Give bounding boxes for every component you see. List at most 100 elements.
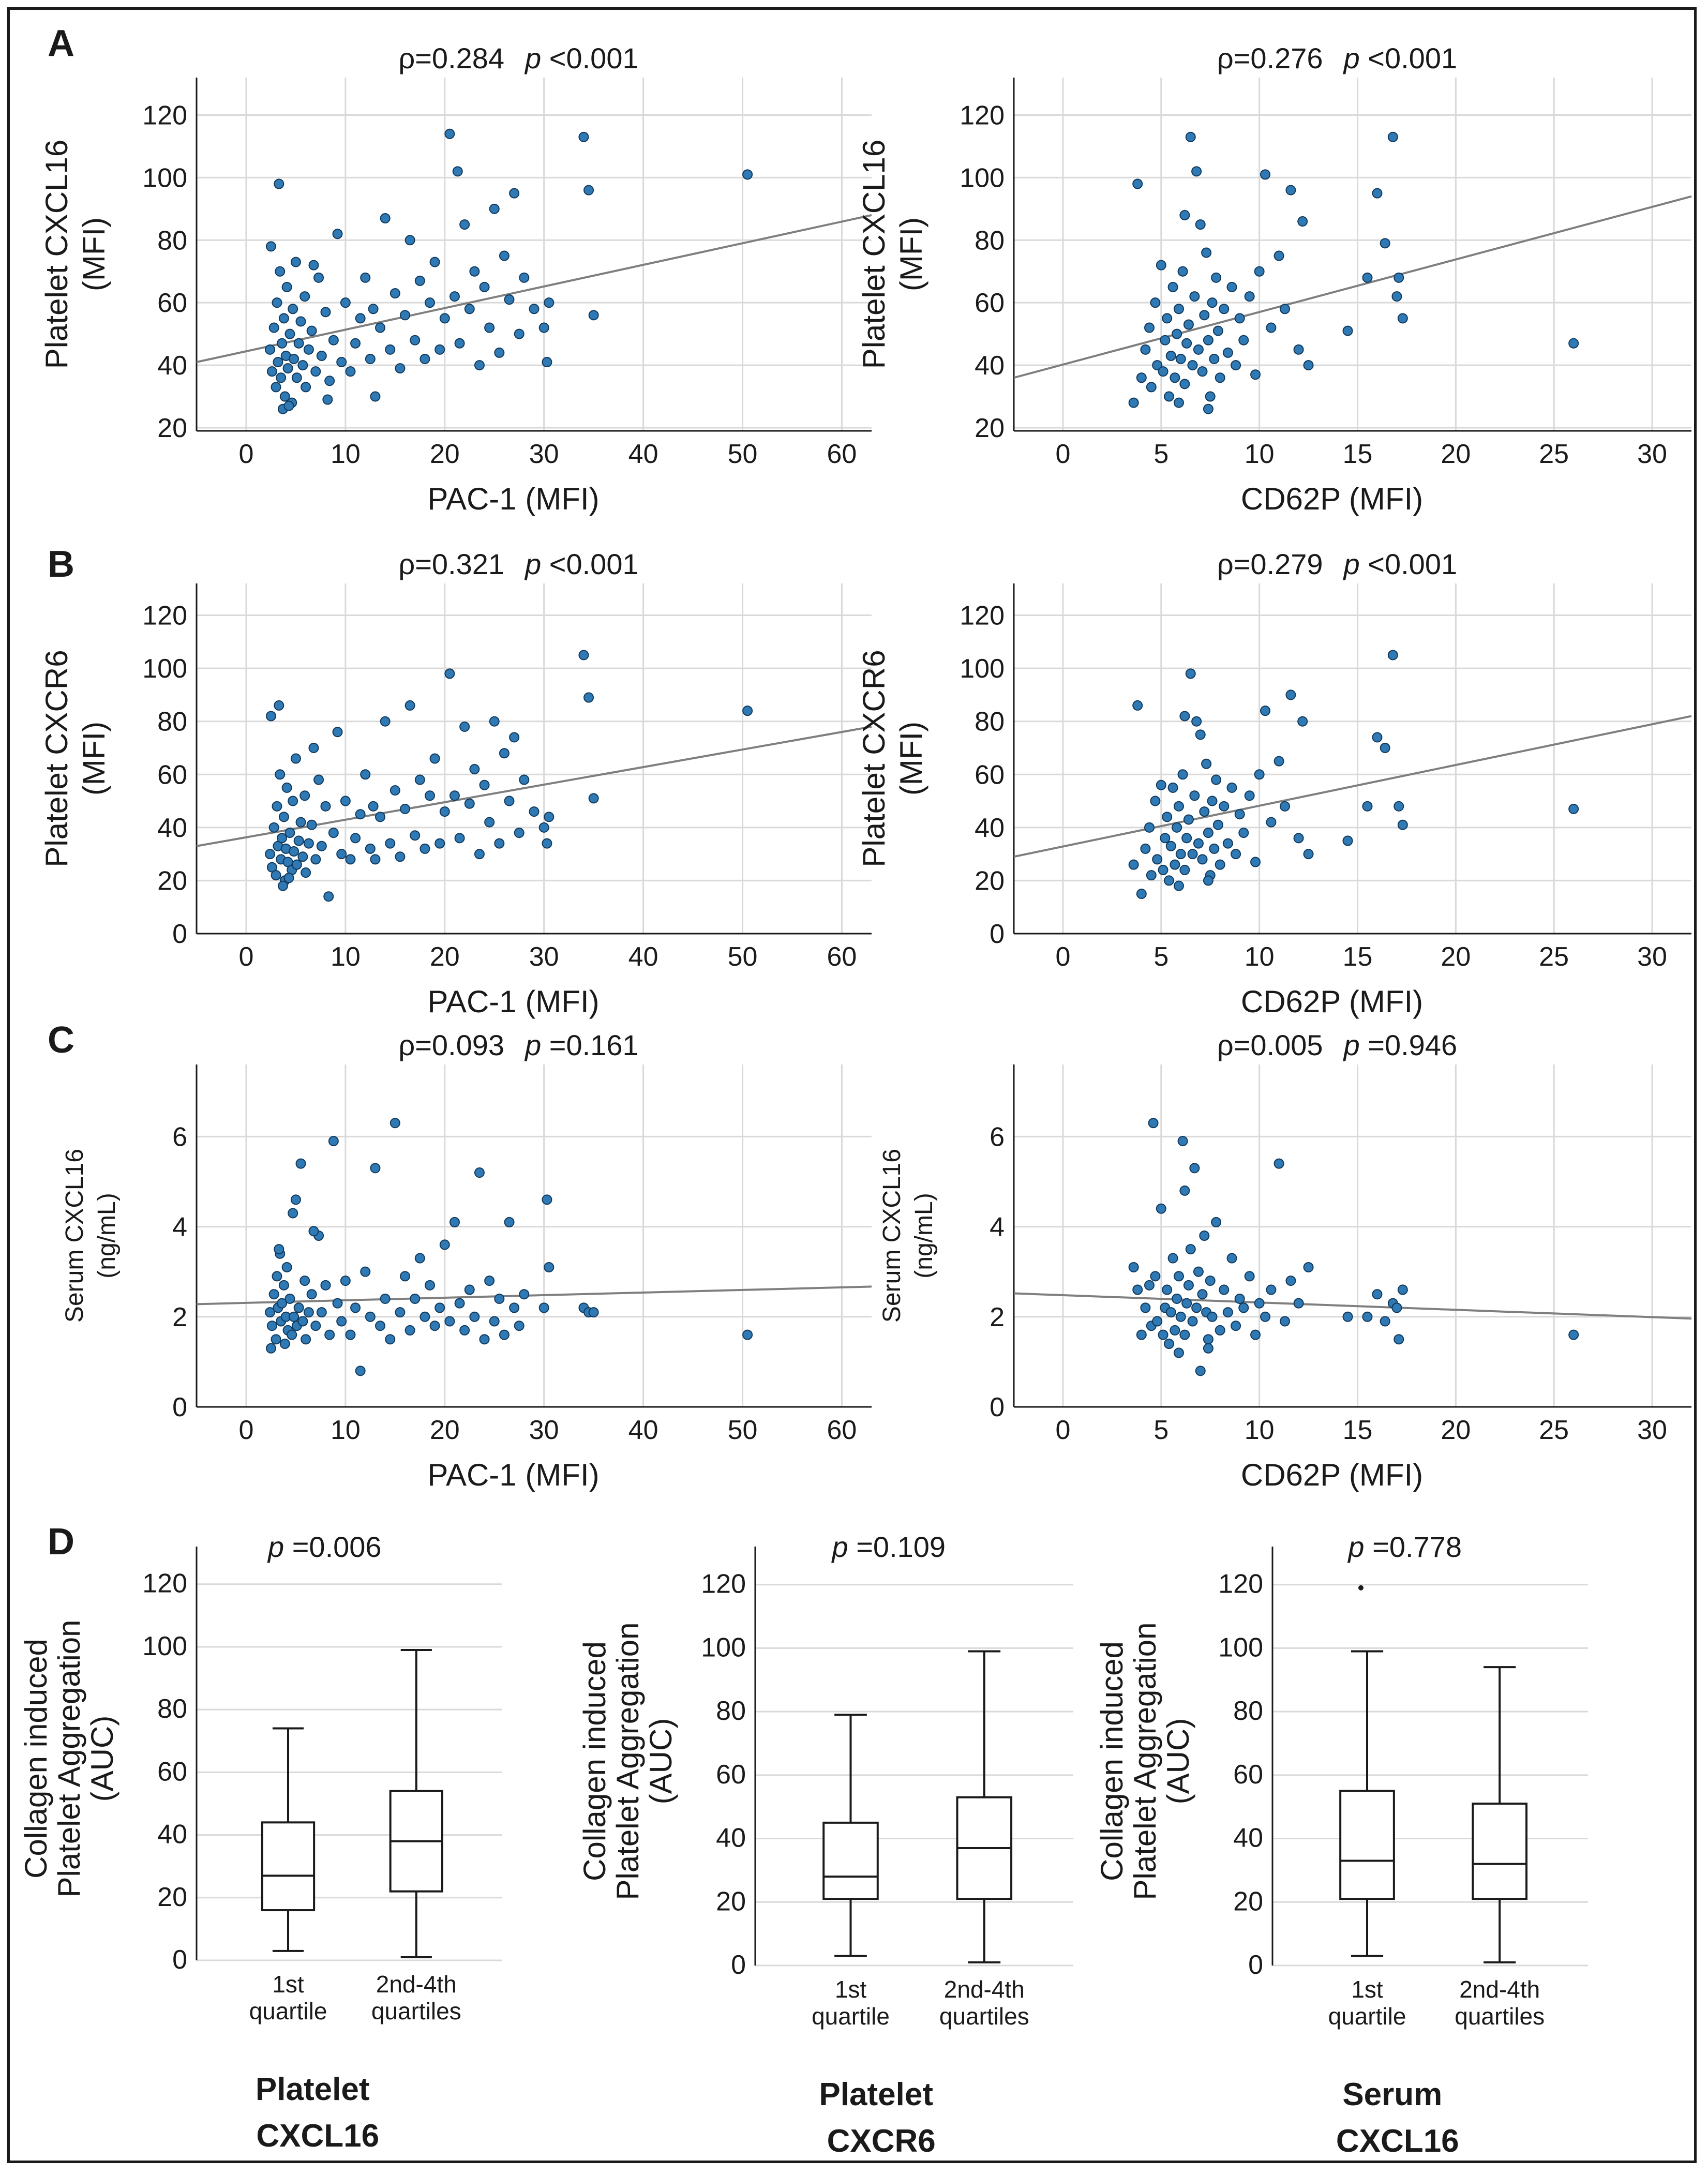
data-point <box>1303 360 1314 371</box>
data-point <box>1136 1329 1147 1340</box>
data-point <box>499 1329 510 1340</box>
data-point <box>288 796 298 806</box>
data-point <box>464 798 475 809</box>
data-point <box>1226 1253 1237 1264</box>
data-point <box>509 1302 520 1313</box>
panel-letter-c: C <box>48 1019 74 1061</box>
data-point <box>469 1311 480 1322</box>
data-point <box>419 353 430 364</box>
data-point <box>1342 835 1353 846</box>
data-point <box>1158 1329 1168 1340</box>
data-point <box>1165 350 1176 361</box>
data-point <box>1173 801 1184 812</box>
x-tick-label: 15 <box>1343 942 1373 972</box>
data-point <box>1222 347 1233 358</box>
data-point <box>484 1276 495 1286</box>
data-point <box>1205 1276 1216 1286</box>
iqr-box <box>822 1821 879 1900</box>
stat-annotation: ρ=0.093 p =0.161 <box>398 1029 638 1061</box>
x-tick-label: 0 <box>238 439 253 469</box>
data-point <box>1372 1289 1383 1300</box>
x-tick-label: 30 <box>529 942 559 972</box>
data-point <box>1146 870 1157 881</box>
data-point <box>588 1307 599 1318</box>
data-point <box>293 338 304 349</box>
data-point <box>1362 1311 1373 1322</box>
data-point <box>410 1293 421 1304</box>
x-tick-label: 30 <box>1637 942 1667 972</box>
y-tick-label: 100 <box>701 1632 746 1662</box>
data-point <box>1179 1185 1190 1196</box>
data-point <box>1250 857 1261 867</box>
data-point <box>1128 1262 1139 1272</box>
data-point <box>332 229 343 239</box>
data-point <box>295 1158 306 1169</box>
data-point <box>279 391 290 402</box>
y-tick-label: 80 <box>975 226 1005 256</box>
data-point <box>272 801 282 812</box>
data-point <box>289 1311 299 1322</box>
y-tick-label: 0 <box>1248 1950 1263 1980</box>
data-point <box>1167 281 1178 292</box>
data-point <box>1293 1298 1304 1309</box>
data-point <box>1185 668 1196 679</box>
y-axis-label: Collagen inducedPlatelet Aggregation(AUC… <box>577 1622 678 1900</box>
data-point <box>400 310 411 321</box>
data-point <box>1394 272 1404 283</box>
scatter-C-right: 0 2 4 6 0 5 10 15 20 25 30 CD62P (MFI) Serum CXCL16(… <box>878 1029 1692 1492</box>
outlier-point <box>1358 1585 1364 1591</box>
data-point <box>1167 782 1178 793</box>
data-point <box>435 838 445 849</box>
data-point <box>295 817 306 828</box>
data-point <box>1140 1302 1151 1313</box>
data-point <box>1172 822 1182 833</box>
data-point <box>494 1293 505 1304</box>
data-point <box>1293 833 1304 844</box>
data-point <box>1199 1231 1210 1241</box>
data-point <box>538 1302 549 1313</box>
data-point <box>368 801 379 812</box>
data-point <box>1187 1316 1198 1327</box>
data-point <box>1181 338 1192 349</box>
data-point <box>542 838 552 849</box>
data-point <box>1380 1316 1390 1327</box>
data-point <box>268 1289 279 1300</box>
stat-annotation: p =0.109 <box>831 1531 946 1563</box>
y-tick-label: 80 <box>975 707 1005 737</box>
x-axis-label: PAC-1 (MFI) <box>427 482 599 516</box>
data-point <box>265 711 276 722</box>
data-point <box>332 727 343 738</box>
data-point <box>1280 801 1290 812</box>
data-point <box>288 304 298 314</box>
x-tick-label: 0 <box>1055 439 1070 469</box>
data-point <box>1273 756 1284 767</box>
data-point <box>299 790 310 801</box>
y-tick-label: 2 <box>990 1302 1005 1332</box>
data-point <box>544 1262 555 1272</box>
data-point <box>1260 1311 1271 1322</box>
y-tick-label: 4 <box>990 1212 1005 1242</box>
fit-line <box>1013 195 1692 379</box>
data-point <box>544 812 555 822</box>
data-point <box>494 838 505 849</box>
stat-annotation: p =0.778 <box>1347 1531 1462 1563</box>
data-point <box>324 1329 335 1340</box>
data-point <box>303 344 314 355</box>
data-point <box>1203 335 1213 346</box>
data-point <box>310 1321 321 1331</box>
data-point <box>271 382 281 393</box>
data-point <box>1205 391 1216 402</box>
data-point <box>1128 397 1139 408</box>
data-point <box>1273 250 1284 261</box>
data-point <box>279 1339 290 1349</box>
data-point <box>1387 650 1398 661</box>
data-point <box>289 353 299 364</box>
y-axis-label: Platelet CXCR6(MFI) <box>857 650 928 867</box>
y-axis-label: Serum CXCL16 (ng/mL) <box>878 1149 938 1323</box>
y-tick-label: 120 <box>142 101 187 131</box>
data-point <box>459 219 470 230</box>
y-tick-label: 60 <box>975 288 1005 318</box>
y-tick-label: 20 <box>716 1886 746 1916</box>
